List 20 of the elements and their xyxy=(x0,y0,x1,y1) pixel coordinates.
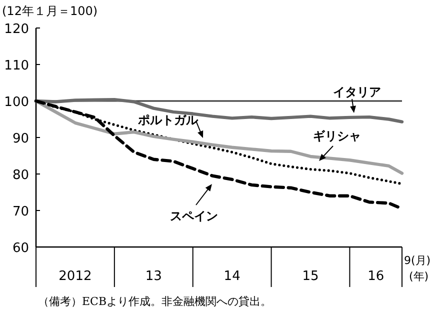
y-tick-label: 80 xyxy=(12,168,29,183)
legend-label: スペイン xyxy=(170,209,218,223)
y-tick-label: 90 xyxy=(12,132,29,146)
y-tick-label: 60 xyxy=(12,241,29,256)
text: （備考）ECBより作成。非金融機関への貸出。 xyxy=(38,295,272,308)
x-tick-label: 14 xyxy=(224,269,240,284)
x-tick-label: 13 xyxy=(145,269,162,284)
y-tick-label: 100 xyxy=(4,95,29,110)
x-tick-label: 16 xyxy=(368,269,384,284)
series-label: ギリシャ xyxy=(313,129,361,143)
y-tick-label: 110 xyxy=(4,58,29,74)
y-axis-title: (12年１月＝100) xyxy=(2,4,98,18)
x-axis-title: (年) xyxy=(409,270,429,283)
x-tick-label: 2012 xyxy=(58,269,92,284)
series-label: イタリア xyxy=(333,85,381,99)
text: 9(月) xyxy=(404,254,431,267)
series-label: ポルトガル xyxy=(137,113,199,127)
x-tick-label: 15 xyxy=(302,269,319,284)
y-tick-label: 70 xyxy=(12,204,29,220)
y-tick-label: 120 xyxy=(4,22,29,37)
